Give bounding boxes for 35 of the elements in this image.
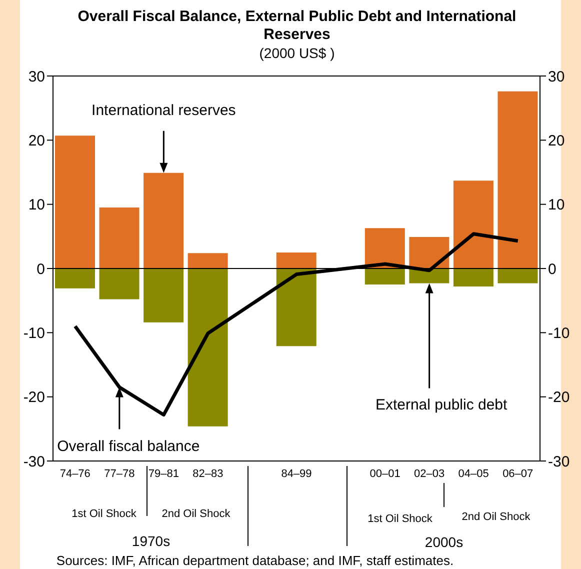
- source-note: Sources: IMF, African department database; and IMF, staff estimates.: [56, 553, 454, 568]
- x-tick-label: 02–03: [414, 468, 445, 480]
- y-tick-label: -10: [23, 324, 45, 342]
- text: 2000s: [424, 534, 464, 550]
- y2-tick-label: 10: [548, 196, 565, 214]
- x-tick-label: 00–01: [370, 468, 400, 480]
- y2-tick-label: 30: [548, 68, 565, 86]
- text: 2nd Oil Shock: [462, 511, 531, 523]
- text: 1970s: [132, 533, 170, 549]
- series-label: International reserves: [92, 102, 236, 119]
- chart-title: Overall Fiscal Balance, External Public Debt and International Reserves: [76, 8, 518, 44]
- y2-tick-label: 0: [548, 260, 556, 278]
- x-tick-label: 74–76: [60, 468, 90, 480]
- text: External public debt: [375, 396, 508, 414]
- x-tick-label: 82–83: [192, 468, 224, 480]
- y-tick-label: 30: [28, 68, 45, 86]
- x-tick-label: 06–07: [502, 468, 534, 480]
- text: 1st Oil Shock: [368, 513, 433, 525]
- y-tick-label: -30: [23, 453, 45, 470]
- y2-tick-label: -10: [548, 324, 570, 342]
- text: 1st Oil Shock: [72, 508, 137, 520]
- y2-tick-label: -30: [548, 453, 570, 470]
- y-tick-label: 10: [28, 196, 45, 214]
- x-tick-label: 77–78: [104, 468, 135, 480]
- chart-subtitle: (2000 US$ ): [258, 45, 336, 61]
- text: 2nd Oil Shock: [162, 508, 231, 520]
- x-tick-label: 79–81: [148, 468, 179, 480]
- y-tick-label: 0: [36, 260, 45, 278]
- legend-label: Overall fiscal balance: [57, 438, 200, 456]
- x-tick-label: 84–99: [281, 468, 312, 480]
- x-tick-label: 04–05: [458, 468, 489, 480]
- y2-tick-label: -20: [548, 389, 570, 406]
- y-tick-label: -20: [23, 389, 45, 406]
- y-tick-label: 20: [28, 132, 45, 150]
- y2-tick-label: 20: [548, 132, 565, 150]
